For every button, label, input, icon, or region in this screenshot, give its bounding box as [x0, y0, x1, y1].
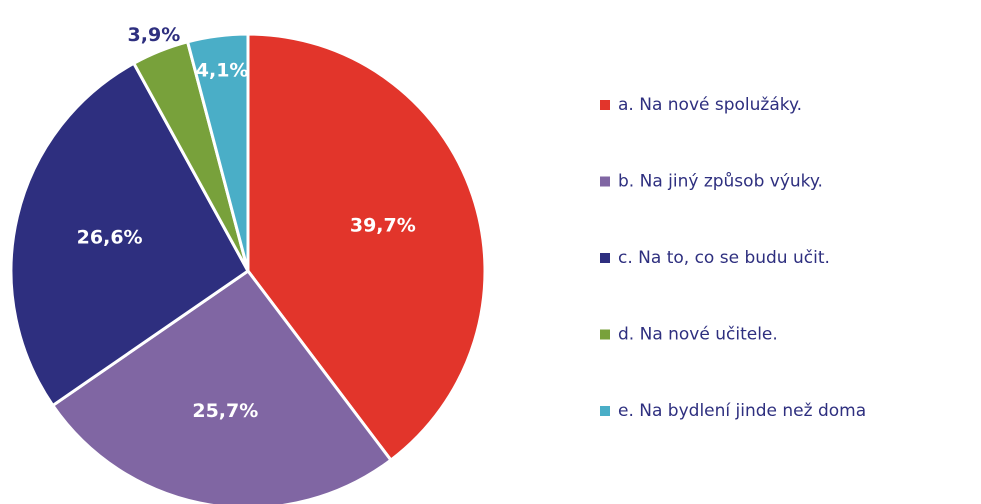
- legend-swatch: [600, 100, 610, 110]
- pie-slice: [9, 61, 250, 408]
- pie-slice: [50, 268, 393, 504]
- value-label: 4,1%: [196, 60, 249, 82]
- value-label: 25,7%: [192, 400, 258, 422]
- value-label: 3,9%: [128, 24, 181, 46]
- pie-slice: [185, 32, 250, 272]
- legend-label: c. Na to, co se budu učit.: [618, 248, 830, 268]
- pie-slice: [246, 32, 487, 463]
- value-label: 39,7%: [350, 214, 416, 236]
- value-label: 26,6%: [77, 227, 143, 249]
- legend-swatch: [600, 176, 610, 187]
- legend-label: a. Na nové spolužáky.: [618, 95, 802, 115]
- legend-label: e. Na bydlení jinde než doma: [618, 401, 866, 421]
- legend-label: b. Na jiný způsob výuky.: [618, 172, 823, 192]
- legend-swatch: [600, 253, 610, 263]
- legend-swatch: [600, 329, 610, 340]
- legend-label: d. Na nové učitele.: [618, 325, 778, 345]
- legend-swatch: [600, 406, 610, 416]
